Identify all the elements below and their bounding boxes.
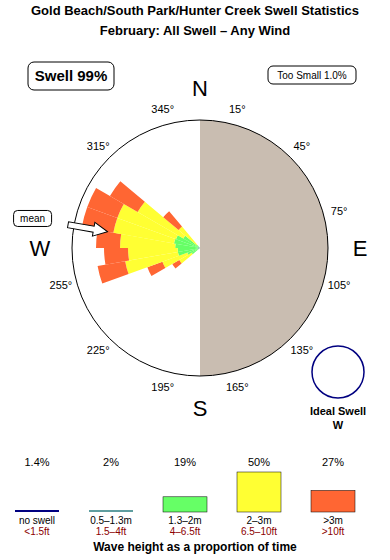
- land: [200, 120, 328, 376]
- compass-label: N: [192, 76, 208, 101]
- plot-background: [72, 120, 328, 376]
- swell-label: Swell 99%: [35, 67, 108, 84]
- title: Gold Beach/South Park/Hunter Creek Swell…: [31, 3, 359, 18]
- legend-swatch: [311, 490, 355, 512]
- compass-label: W: [30, 236, 51, 261]
- legend-title: Wave height as a proportion of time: [93, 540, 297, 554]
- legend-percent: 19%: [174, 456, 196, 468]
- rose-wedge: [98, 261, 129, 283]
- ideal-swell-direction: W: [333, 419, 344, 431]
- compass-label: S: [193, 396, 208, 421]
- mean-label: mean: [20, 213, 45, 224]
- swell-box: [28, 62, 114, 90]
- legend-name: 2–3m: [246, 515, 271, 526]
- legend-percent: 50%: [248, 456, 270, 468]
- tick-label: 135°: [290, 344, 313, 356]
- tick-label: 105°: [328, 279, 351, 291]
- legend-name: 1.3–2m: [168, 515, 201, 526]
- rose-wedge: [138, 202, 186, 239]
- tick-label: 315°: [87, 140, 110, 152]
- rose-wedge: [178, 248, 198, 255]
- tick-label: 195°: [151, 381, 174, 393]
- legend-name: >3m: [323, 515, 343, 526]
- rose-wedge: [178, 248, 198, 252]
- rose-wedge: [104, 248, 129, 265]
- too-small-box: [268, 66, 356, 84]
- legend-percent: 27%: [322, 456, 344, 468]
- plot: [72, 120, 328, 376]
- rose-wedge: [110, 181, 145, 212]
- legend-swatch: [89, 510, 133, 512]
- rose-wedge: [163, 211, 182, 230]
- rose-wedge: [198, 248, 200, 250]
- tick-label: 45°: [294, 140, 311, 152]
- legend-percent: 1.4%: [24, 456, 49, 468]
- rose-wedge: [198, 247, 200, 248]
- mean-box: [14, 210, 52, 226]
- tick-label: 345°: [151, 103, 174, 115]
- legend-swatch: [237, 472, 281, 512]
- rose-wedge: [198, 248, 200, 249]
- legend-feet: 1.5–4ft: [96, 526, 127, 537]
- legend-feet: 6.5–10ft: [241, 526, 277, 537]
- compass-label: E: [353, 236, 368, 261]
- legend-swatch: [163, 497, 207, 512]
- rose-wedge: [128, 248, 178, 261]
- legend: 1.4% no swell<1.5ft 2% 0.5–1.3m1.5–4ft 19% 1.…: [15, 456, 355, 537]
- legend-feet: >10ft: [322, 526, 345, 537]
- legend-name: 0.5–1.3m: [90, 515, 132, 526]
- too-small-label: Too Small 1.0%: [277, 70, 347, 81]
- tick-label: 75°: [331, 205, 348, 217]
- tick-label: 15°: [229, 103, 246, 115]
- axis-domain: [72, 120, 328, 376]
- ideal-swell-icon: [312, 346, 364, 398]
- rose-wedge: [179, 227, 198, 246]
- tick-label: 165°: [226, 381, 249, 393]
- chart: Gold Beach/South Park/Hunter Creek Swell…: [0, 0, 390, 560]
- rose-wedge: [197, 245, 200, 248]
- legend-feet: 4–6.5ft: [170, 526, 201, 537]
- legend-name: no swell: [19, 515, 55, 526]
- mean-arrow: [67, 218, 109, 239]
- tick-label: 255°: [50, 279, 73, 291]
- ideal-swell-label: Ideal Swell: [310, 405, 366, 417]
- legend-percent: 2%: [103, 456, 119, 468]
- rose-wedge: [199, 247, 200, 248]
- legend-feet: <1.5ft: [24, 526, 50, 537]
- tick-label: 225°: [87, 344, 110, 356]
- legend-swatch: [15, 510, 59, 512]
- subtitle: February: All Swell – Any Wind: [100, 23, 290, 38]
